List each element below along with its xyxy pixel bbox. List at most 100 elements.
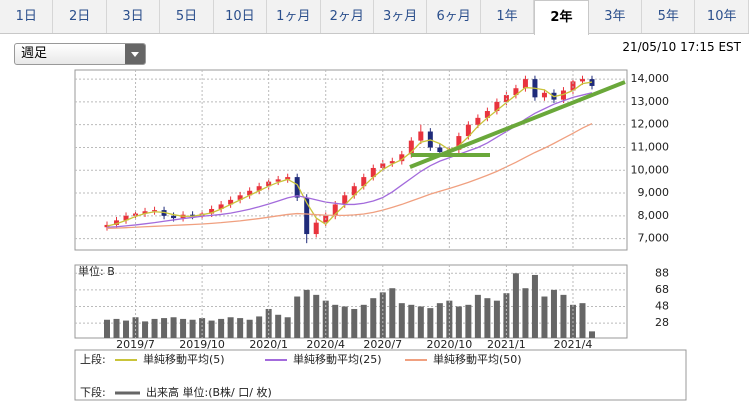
y-tick-label: 13,000 — [631, 95, 670, 108]
candle-body — [266, 181, 272, 187]
volume-bar — [351, 308, 358, 338]
candle-body — [304, 197, 310, 235]
y-tick-label: 11,000 — [631, 140, 670, 153]
volume-bar — [170, 317, 177, 338]
period-tab[interactable]: 6ヶ月 — [427, 0, 481, 33]
candle-body — [228, 199, 234, 205]
volume-bar — [256, 316, 263, 338]
volume-bar — [560, 294, 567, 338]
candle-body — [123, 215, 129, 221]
legend-label: 単純移動平均(25) — [293, 352, 382, 366]
candle-body — [380, 163, 386, 168]
candle-body — [465, 124, 471, 137]
volume-bar — [550, 289, 557, 338]
candle-body — [218, 204, 224, 209]
volume-frame — [74, 264, 628, 339]
x-tick-label: 2020/10 — [427, 338, 473, 351]
period-tab[interactable]: 1ヶ月 — [267, 0, 321, 33]
y-tick-label: 88 — [655, 266, 669, 279]
candle-body — [541, 92, 547, 98]
candle-body — [484, 111, 490, 118]
volume-bar — [436, 303, 443, 338]
volume-bar — [389, 288, 396, 338]
y-tick-label: 8,000 — [638, 209, 670, 222]
candle-body — [551, 92, 557, 100]
volume-bar — [474, 294, 481, 338]
candle-body — [104, 224, 110, 228]
volume-bar — [227, 317, 234, 338]
candle-body — [522, 79, 528, 89]
period-tab[interactable]: 2ヶ月 — [321, 0, 374, 33]
candle-body — [180, 214, 186, 219]
volume-bar — [161, 318, 168, 338]
period-select[interactable]: 週足 — [14, 43, 146, 65]
volume-bar — [522, 288, 529, 338]
volume-bar — [199, 318, 206, 338]
candle-body — [275, 179, 281, 182]
volume-bar — [446, 300, 453, 338]
period-tab[interactable]: 2年 — [534, 0, 589, 35]
period-tab[interactable]: 5年 — [642, 0, 696, 33]
candle-body — [237, 195, 243, 200]
y-tick-label: 14,000 — [631, 72, 670, 85]
volume-bar — [569, 304, 576, 338]
volume-bar — [370, 298, 377, 338]
volume-bar — [398, 303, 405, 338]
candle-body — [142, 211, 148, 214]
volume-bar — [360, 304, 367, 338]
volume-bar — [246, 319, 253, 338]
moving-average-line — [106, 122, 593, 230]
candle-body — [475, 117, 481, 125]
volume-bar — [132, 317, 139, 338]
candle-body — [256, 186, 262, 191]
period-tab[interactable]: 1日 — [0, 0, 54, 33]
x-tick-label: 2019/10 — [179, 338, 225, 351]
period-tab[interactable]: 3日 — [107, 0, 161, 33]
candle-body — [370, 167, 376, 178]
candle-body — [427, 131, 433, 148]
period-tab[interactable]: 3ヶ月 — [374, 0, 428, 33]
volume-bar — [237, 318, 244, 338]
period-tab[interactable]: 10日 — [214, 0, 268, 33]
period-tab[interactable]: 10年 — [695, 0, 749, 33]
x-tick-label: 2021/4 — [554, 338, 593, 351]
candle-body — [199, 213, 205, 216]
volume-bar — [180, 318, 187, 338]
period-tab[interactable]: 5日 — [160, 0, 214, 33]
volume-bar — [503, 293, 510, 338]
x-tick-label: 2020/1 — [249, 338, 288, 351]
volume-bar — [379, 292, 386, 338]
price-frame — [74, 69, 628, 251]
candle-body — [513, 88, 519, 96]
x-tick-label: 2020/7 — [363, 338, 402, 351]
period-tab[interactable]: 2日 — [53, 0, 107, 33]
volume-bar — [275, 314, 282, 338]
period-tab[interactable]: 3年 — [589, 0, 643, 33]
x-tick-label: 2020/4 — [306, 338, 345, 351]
candle-body — [342, 195, 348, 205]
candle-body — [437, 147, 443, 153]
volume-bar — [512, 273, 519, 338]
volume-bar — [408, 304, 415, 338]
select-arrow[interactable] — [125, 44, 145, 64]
volume-bar — [427, 308, 434, 338]
legend-label: 単純移動平均(5) — [143, 352, 225, 366]
x-tick-label: 2021/1 — [487, 338, 526, 351]
candle-body — [323, 215, 329, 223]
candle-body — [456, 136, 462, 150]
volume-bar — [417, 306, 424, 338]
legend-lower: 下段: — [80, 385, 106, 399]
arrow-icon — [131, 52, 139, 57]
y-tick-label: 9,000 — [638, 186, 670, 199]
period-tab[interactable]: 1年 — [481, 0, 535, 33]
y-tick-label: 68 — [655, 283, 669, 296]
volume-bar — [294, 296, 301, 338]
volume-bar — [332, 304, 339, 338]
select-text: 週足 — [21, 46, 48, 61]
candle-body — [152, 210, 158, 212]
volume-bar — [579, 303, 586, 338]
volume-bar — [189, 319, 196, 338]
legend-label: 出来高 単位:(B株/ 口/ 枚) — [146, 385, 272, 399]
y-tick-label: 28 — [655, 316, 669, 329]
